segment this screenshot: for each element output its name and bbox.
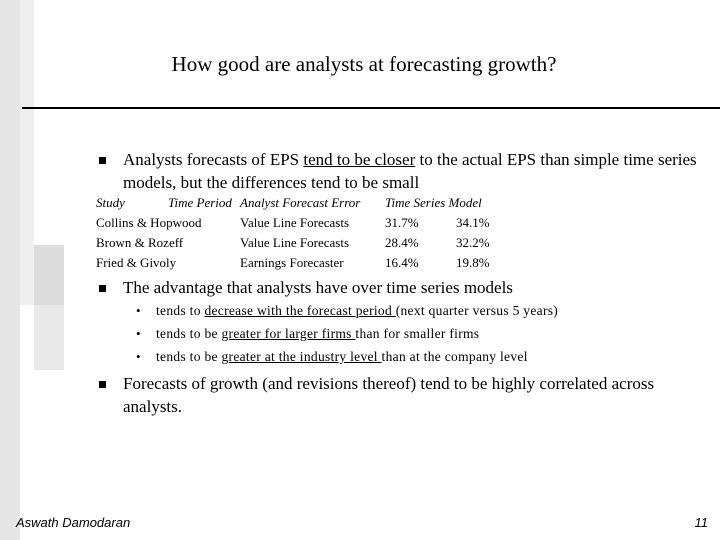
- table-header-cell: Analyst Forecast Error: [240, 195, 361, 210]
- table-cell: 32.2%: [456, 235, 490, 250]
- sub-bullet-marker: •: [136, 326, 141, 341]
- table-cell: 16.4%: [385, 255, 419, 270]
- table-cell: Fried & Givoly: [96, 255, 177, 270]
- bullet-marker: [99, 285, 106, 292]
- bullet-text: Analysts forecasts of EPS tend to be clo…: [123, 148, 698, 194]
- table-cell: Brown & Rozeff: [96, 235, 184, 250]
- text-segment: tends to be: [156, 349, 222, 364]
- table-cell: 28.4%: [385, 235, 419, 250]
- decoration: [0, 0, 20, 540]
- text-segment: tends to be: [156, 326, 222, 341]
- text-segment: greater at the industry level: [221, 349, 382, 364]
- table-header-cell: Time Period: [168, 195, 232, 210]
- title-rule: [22, 107, 720, 109]
- text-segment: than for smaller firms: [355, 326, 480, 341]
- text-segment: than at the company level: [381, 349, 528, 364]
- table-cell: 31.7%: [385, 215, 419, 230]
- table-cell: Earnings Forecaster: [240, 255, 344, 270]
- sub-bullet-text: tends to be greater for larger firms tha…: [156, 326, 479, 342]
- table-cell: 34.1%: [456, 215, 490, 230]
- bullet-marker: [99, 381, 106, 388]
- text-segment: tends to: [156, 303, 205, 318]
- table-cell: 19.8%: [456, 255, 490, 270]
- slide-title: How good are analysts at forecasting gro…: [171, 52, 557, 76]
- bullet-marker: [99, 157, 106, 164]
- page-number: 11: [694, 515, 709, 530]
- text-segment: Forecasts of growth (and revisions there…: [123, 374, 655, 416]
- table-cell: Collins & Hopwood: [96, 215, 202, 230]
- text-segment: to the actual EPS than simple time serie…: [123, 150, 697, 192]
- text-segment: greater for larger firms: [221, 326, 356, 341]
- footer-author: Aswath Damodaran: [16, 515, 131, 530]
- text-segment: decrease with the forecast period: [204, 303, 396, 318]
- bullet-text: The advantage that analysts have over ti…: [123, 276, 698, 299]
- decoration: [34, 245, 64, 305]
- sub-bullet-marker: •: [136, 349, 141, 364]
- bullet-text: Forecasts of growth (and revisions there…: [123, 372, 698, 418]
- table-cell: Value Line Forecasts: [240, 235, 350, 250]
- decoration: [20, 0, 34, 305]
- decoration: [34, 305, 64, 370]
- sub-bullet-marker: •: [136, 303, 141, 318]
- text-segment: Analysts forecasts of EPS: [123, 150, 304, 169]
- sub-bullet-text: tends to be greater at the industry leve…: [156, 349, 528, 365]
- text-segment: (next quarter versus 5 years): [395, 303, 559, 318]
- text-segment: The advantage that analysts have over ti…: [123, 278, 513, 297]
- table-header-cell: Study: [96, 195, 125, 210]
- table-cell: Value Line Forecasts: [240, 215, 350, 230]
- text-segment: tend to be closer: [303, 150, 416, 169]
- table-header-cell: Time Series Model: [385, 195, 482, 210]
- sub-bullet-text: tends to decrease with the forecast peri…: [156, 303, 558, 319]
